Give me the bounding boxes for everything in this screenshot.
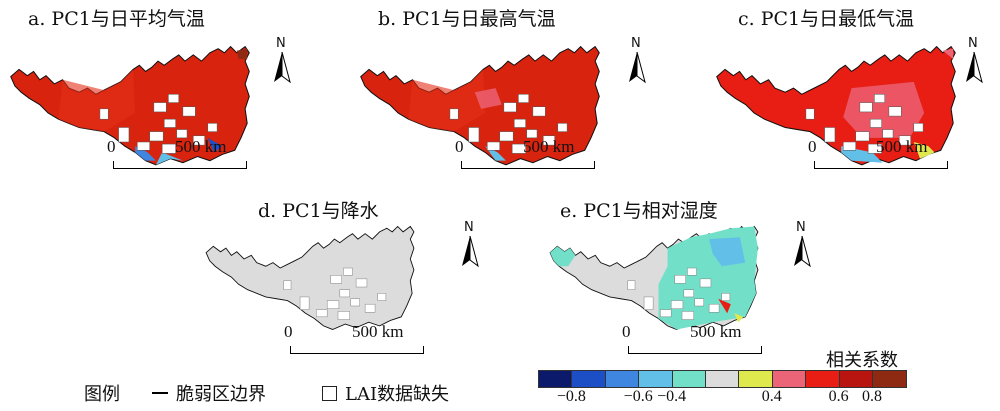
scalebar-c: 0 500 km — [808, 137, 988, 177]
north-arrow-icon — [794, 235, 811, 268]
panel-a-title: a. PC1与日平均气温 — [28, 8, 205, 30]
legend-boundary: 脆弱区边界 — [152, 380, 266, 406]
legend-title: 图例 — [84, 384, 120, 405]
colorbar-swatch — [539, 371, 573, 387]
map-e — [549, 226, 759, 330]
north-arrow-icon — [966, 51, 983, 84]
north-arrow-b: N — [625, 36, 649, 88]
colorbar-swatch — [572, 371, 606, 387]
panel-c-title: c. PC1与日最低气温 — [738, 8, 915, 30]
scalebar-b: 0 500 km — [455, 137, 635, 177]
panel-b-title: b. PC1与日最高气温 — [378, 8, 556, 30]
legend-boundary-label: 脆弱区边界 — [176, 384, 266, 405]
scalebar-e: 0 500 km — [622, 322, 802, 362]
north-arrow-icon — [462, 235, 479, 268]
map-c — [716, 46, 956, 166]
missing-box-icon — [322, 385, 337, 401]
colorbar-swatch — [806, 371, 840, 387]
map-a — [10, 46, 250, 166]
colorbar-tick-label: 0.4 — [761, 388, 782, 405]
colorbar-swatch — [739, 371, 773, 387]
colorbar-swatch — [705, 371, 740, 387]
colorbar-tick-label: −0.6 — [623, 388, 653, 405]
north-arrow-icon — [629, 51, 646, 84]
colorbar-tick-label: −0.8 — [556, 388, 586, 405]
panel-d-title: d. PC1与降水 — [258, 200, 379, 222]
colorbar-tick-label: 0.6 — [828, 388, 849, 405]
north-arrow-icon — [274, 51, 291, 84]
north-arrow-a: N — [270, 36, 294, 88]
scalebar-d: 0 500 km — [284, 322, 464, 362]
north-arrow-c: N — [962, 36, 986, 88]
map-d — [205, 226, 415, 330]
boundary-line-icon — [152, 392, 168, 394]
colorbar-swatch — [872, 371, 907, 387]
legend-missing: LAI数据缺失 — [322, 380, 449, 406]
north-arrow-d: N — [458, 220, 482, 272]
north-arrow-e: N — [790, 220, 814, 272]
colorbar-tick-label: 0.8 — [862, 388, 882, 405]
colorbar-tick-label: −0.4 — [657, 388, 687, 405]
colorbar-swatch — [772, 371, 807, 387]
colorbar-swatch — [839, 371, 873, 387]
colorbar-swatch — [672, 371, 706, 387]
panel-e-title: e. PC1与相对湿度 — [560, 200, 718, 222]
scalebar-a: 0 500 km — [107, 137, 287, 177]
colorbar-swatch — [639, 371, 673, 387]
colorbar-swatch — [605, 371, 640, 387]
colorbar-title: 相关系数 — [826, 350, 898, 371]
map-b — [360, 46, 600, 166]
colorbar — [538, 370, 908, 388]
legend-missing-label: LAI数据缺失 — [345, 384, 450, 405]
